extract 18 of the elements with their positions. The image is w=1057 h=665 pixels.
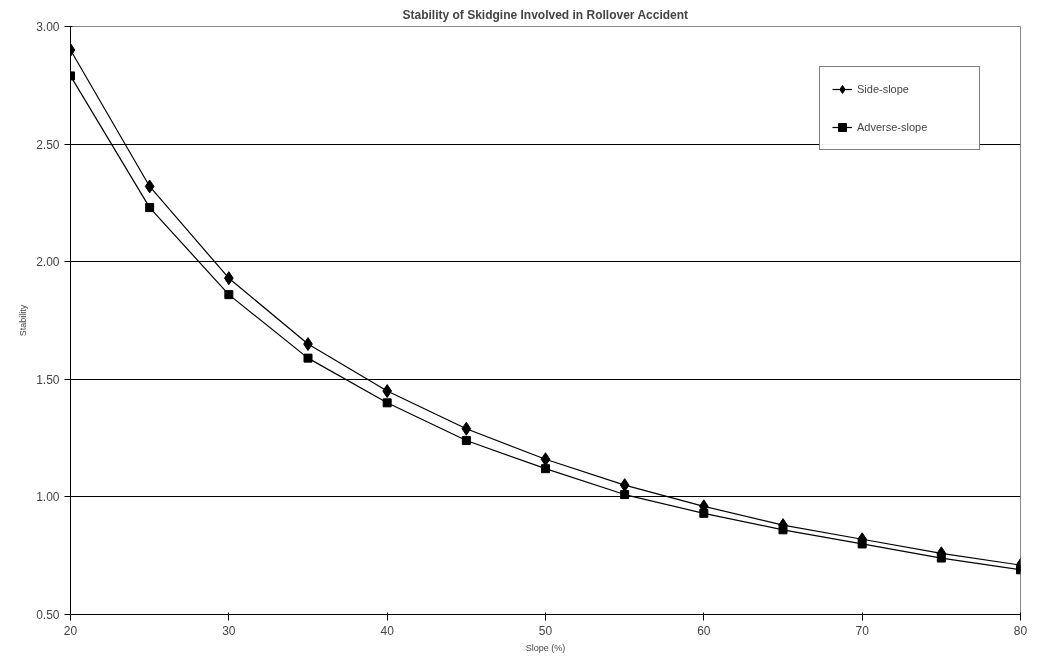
legend-label: Adverse-slope: [857, 121, 929, 133]
y-tick-label: 0.50: [36, 608, 60, 622]
x-tick-label: 50: [538, 623, 553, 638]
x-tick-label: 70: [855, 623, 870, 638]
y-tick-label: 3.00: [36, 20, 60, 34]
x-tick-label: 40: [380, 623, 395, 638]
y-tick-label: 2.50: [36, 137, 60, 152]
y-tick-label: 1.00: [36, 490, 60, 505]
x-tick-label: 80: [1013, 623, 1028, 638]
x-tick-label: 30: [222, 623, 236, 638]
x-axis-title: Slope (%): [525, 642, 566, 653]
y-axis-title: Stability: [18, 304, 29, 337]
x-tick-label: 20: [63, 623, 78, 638]
legend-label: Side-slope: [857, 83, 910, 95]
x-tick-label: 60: [697, 623, 711, 638]
y-tick-label: 2.00: [36, 255, 60, 270]
chart-title: Stability of Skidgine Involved in Rollover Accident: [402, 7, 689, 22]
y-tick-label: 1.50: [36, 372, 60, 387]
